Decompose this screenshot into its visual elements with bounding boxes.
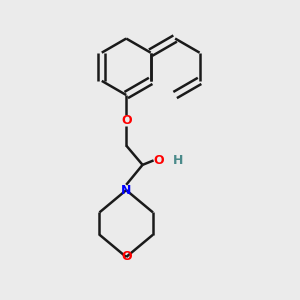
Text: O: O: [154, 154, 164, 167]
Text: O: O: [121, 250, 131, 263]
Text: H: H: [173, 154, 183, 167]
Text: O: O: [121, 114, 131, 127]
Text: N: N: [121, 184, 131, 196]
